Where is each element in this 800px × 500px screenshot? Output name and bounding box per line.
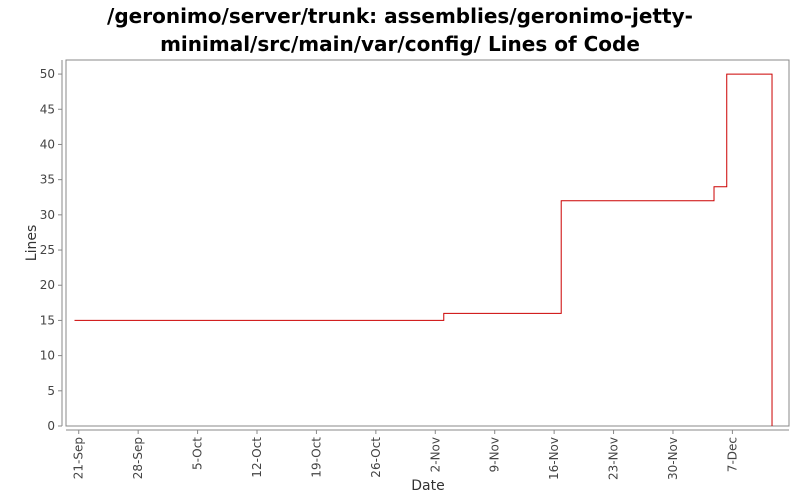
chart-title-line-1: /geronimo/server/trunk: assemblies/geron… [107, 4, 693, 28]
y-tick-label: 45 [40, 102, 55, 116]
y-tick-label: 40 [40, 137, 55, 151]
x-axis-label: Date [411, 478, 444, 494]
y-tick-label: 20 [40, 278, 55, 292]
x-tick-label: 16-Nov [547, 437, 561, 480]
y-tick-label: 5 [47, 384, 55, 398]
plot-area [65, 59, 790, 427]
y-axis-ticks: 0 5 10 15 20 25 30 35 40 45 50 [40, 67, 62, 433]
y-tick-label: 0 [47, 419, 55, 433]
chart-title-line-2: minimal/src/main/var/config/ Lines of Co… [160, 32, 640, 56]
x-tick-label: 26-Oct [369, 437, 383, 478]
x-tick-label: 9-Nov [488, 437, 502, 472]
x-tick-label: 21-Sep [72, 437, 86, 479]
y-tick-label: 25 [40, 243, 55, 257]
y-tick-label: 10 [40, 349, 55, 363]
chart-title: /geronimo/server/trunk: assemblies/geron… [0, 2, 800, 58]
x-tick-label: 2-Nov [428, 437, 442, 472]
x-tick-label: 30-Nov [666, 437, 680, 480]
y-tick-label: 50 [40, 67, 55, 81]
x-tick-label: 23-Nov [607, 437, 621, 480]
y-tick-label: 30 [40, 208, 55, 222]
series-line [74, 73, 773, 426]
x-axis-ticks: 21-Sep 28-Sep 5-Oct 12-Oct 19-Oct 26-Oct 2-Nov… [72, 430, 739, 480]
x-tick-label: 19-Oct [309, 437, 323, 478]
y-axis-label: Lines [24, 225, 40, 261]
x-tick-label: 5-Oct [191, 437, 205, 470]
x-tick-label: 7-Dec [725, 437, 739, 472]
y-tick-label: 35 [40, 173, 55, 187]
y-tick-label: 15 [40, 313, 55, 327]
x-tick-label: 12-Oct [250, 437, 264, 478]
x-tick-label: 28-Sep [131, 437, 145, 479]
